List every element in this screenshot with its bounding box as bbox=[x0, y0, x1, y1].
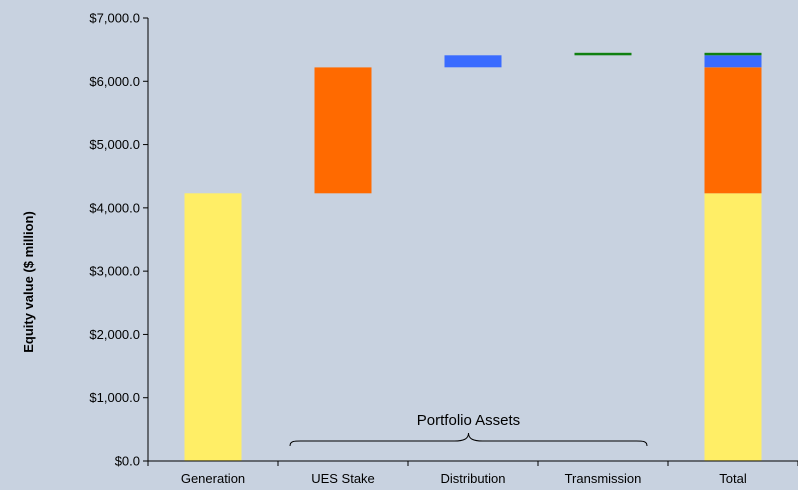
bar-total-segment-0 bbox=[704, 193, 762, 462]
y-axis-title: Equity value ($ million) bbox=[21, 211, 36, 353]
portfolio-assets-annotation: Portfolio Assets bbox=[417, 412, 520, 429]
y-tick-label: $1,000.0 bbox=[89, 390, 140, 405]
bar-distribution-segment-2 bbox=[444, 55, 502, 68]
bar-generation-segment-0 bbox=[184, 193, 242, 462]
y-tick-label: $3,000.0 bbox=[89, 264, 140, 279]
y-tick-label: $6,000.0 bbox=[89, 74, 140, 89]
y-tick-label: $0.0 bbox=[115, 454, 140, 469]
x-category-label: UES Stake bbox=[311, 471, 375, 486]
y-axis: $0.0 $1,000.0 $2,000.0 $3,000.0 $4,000.0 $5,0… bbox=[89, 11, 149, 469]
y-tick-label: $4,000.0 bbox=[89, 200, 140, 215]
x-category-label: Transmission bbox=[565, 471, 642, 486]
y-tick-label: $5,000.0 bbox=[89, 137, 140, 152]
x-category-label: Total bbox=[719, 471, 747, 486]
x-axis: Generation UES Stake Distribution Transmiss… bbox=[147, 460, 798, 486]
bar-ues-stake-segment-1 bbox=[314, 67, 372, 194]
y-tick-label: $7,000.0 bbox=[89, 11, 140, 26]
bars-group bbox=[184, 52, 762, 462]
portfolio-brace bbox=[289, 432, 648, 447]
x-category-label: Generation bbox=[181, 471, 245, 486]
y-tick-label: $2,000.0 bbox=[89, 327, 140, 342]
bar-total-segment-3 bbox=[704, 52, 762, 56]
bar-total-segment-2 bbox=[704, 55, 762, 68]
x-category-label: Distribution bbox=[440, 471, 505, 486]
bar-total-segment-1 bbox=[704, 67, 762, 194]
bar-transmission-segment-3 bbox=[574, 52, 632, 56]
